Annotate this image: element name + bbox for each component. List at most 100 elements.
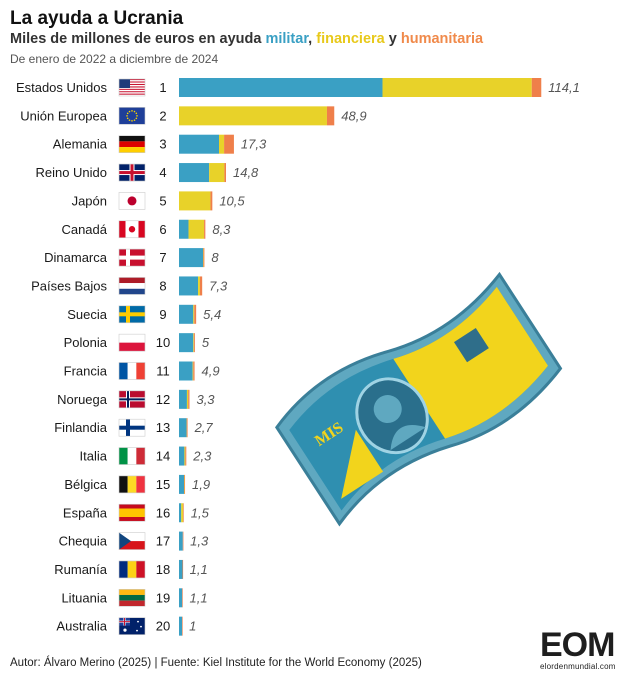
bar-segment-militar — [179, 474, 185, 494]
subtitle-comma: , — [308, 31, 313, 47]
lithuania-flag-icon — [118, 588, 146, 607]
subtitle-prefix: Miles de millones de euros en ayuda — [10, 31, 262, 47]
rank-label: 16 — [156, 505, 170, 520]
rank-label: 9 — [159, 307, 166, 322]
bar-segment-militar — [179, 559, 183, 579]
rank-label: 7 — [159, 250, 166, 265]
bar-segment-humanitaria — [326, 106, 335, 126]
rank-label: 17 — [156, 534, 170, 549]
aid-bar-chart: Estados Unidos 1 114,1 Unión Europea 2 48,9 Al… — [16, 78, 580, 636]
finland-flag-icon — [118, 418, 146, 437]
total-value-label: 8 — [211, 250, 219, 265]
country-label: Bélgica — [64, 477, 107, 492]
total-value-label: 114,1 — [548, 80, 580, 95]
country-label: Noruega — [57, 392, 108, 407]
total-value-label: 5 — [202, 335, 210, 350]
bar-segment-humanitaria — [210, 191, 213, 211]
total-value-label: 8,3 — [212, 222, 231, 237]
bar-segment-militar — [179, 446, 185, 466]
bar-segment-financiera — [186, 389, 189, 409]
bar-segment-financiera — [193, 333, 194, 353]
country-label: Finlandia — [54, 420, 108, 435]
total-value-label: 17,3 — [241, 137, 267, 152]
total-value-label: 2,3 — [192, 449, 212, 464]
bar-segment-humanitaria — [182, 616, 183, 636]
rank-label: 18 — [156, 562, 170, 577]
banknote-illustration: MIS — [275, 271, 563, 527]
bar-segment-militar — [179, 78, 383, 97]
total-value-label: 2,7 — [194, 420, 214, 435]
bar-segment-militar — [179, 418, 187, 438]
bar-segment-financiera — [209, 163, 225, 183]
bar-segment-militar — [179, 248, 204, 268]
country-label: Estados Unidos — [16, 80, 108, 95]
czechia-flag-icon — [118, 532, 146, 550]
country-label: España — [63, 505, 108, 520]
country-label: Polonia — [64, 335, 108, 350]
bar-segment-militar — [179, 503, 182, 523]
chart-subtitle: Miles de millones de euros en ayuda mili… — [10, 31, 483, 47]
total-value-label: 1,1 — [190, 562, 208, 577]
rank-label: 11 — [156, 364, 170, 379]
spain-flag-icon — [118, 503, 146, 522]
bar-segment-humanitaria — [203, 248, 205, 268]
bar-segment-humanitaria — [199, 276, 203, 296]
bar-segment-humanitaria — [185, 446, 187, 466]
country-label: Rumanía — [54, 562, 108, 577]
italy-flag-icon — [118, 447, 146, 465]
netherlands-flag-icon — [118, 277, 146, 295]
subtitle-humanitarian: humanitaria — [400, 31, 484, 47]
rank-label: 12 — [156, 392, 170, 407]
total-value-label: 48,9 — [341, 108, 366, 123]
date-range: De enero de 2022 a diciembre de 2024 — [10, 52, 219, 66]
country-label: Lituania — [61, 590, 107, 605]
poland-flag-icon — [118, 333, 146, 352]
bar-segment-financiera — [188, 219, 205, 239]
bar-segment-financiera — [184, 474, 185, 494]
country-label: Alemania — [53, 137, 108, 152]
total-value-label: 4,9 — [202, 364, 220, 379]
subtitle-military: militar — [265, 31, 309, 47]
bar-segment-humanitaria — [224, 163, 226, 183]
country-label: Dinamarca — [44, 250, 108, 265]
bar-segment-humanitaria — [184, 474, 186, 494]
rank-label: 10 — [156, 335, 170, 350]
subtitle-and: y — [388, 31, 397, 47]
rank-label: 8 — [159, 278, 166, 293]
total-value-label: 1,1 — [189, 590, 207, 605]
bar-segment-militar — [179, 531, 183, 551]
rank-label: 6 — [159, 222, 166, 237]
bar-segment-humanitaria — [193, 333, 195, 353]
bar-segment-militar — [179, 276, 199, 296]
bar-segment-financiera — [192, 361, 194, 381]
belgium-flag-icon — [118, 475, 146, 494]
japan-flag-icon — [118, 192, 146, 210]
bar-segment-militar — [179, 304, 194, 324]
eom-logo: EOM elordenmundial.com — [540, 628, 632, 674]
bar-segment-humanitaria — [188, 389, 190, 409]
bar-segment-militar — [179, 389, 187, 409]
bar-segment-militar — [179, 134, 220, 154]
logo-url: elordenmundial.com — [540, 662, 616, 671]
rank-label: 20 — [156, 619, 170, 634]
denmark-flag-icon — [118, 248, 146, 267]
footer-credit: Autor: Álvaro Merino (2025) | Fuente: Ki… — [10, 657, 422, 669]
rank-label: 3 — [159, 137, 166, 152]
page-title: La ayuda a Ucrania — [10, 8, 184, 29]
rank-label: 13 — [156, 420, 170, 435]
uk-flag-icon — [118, 163, 146, 182]
subtitle-financial: financiera — [316, 31, 385, 47]
bar-segment-militar — [179, 163, 210, 183]
total-value-label: 1 — [189, 619, 196, 634]
total-value-label: 3,3 — [196, 392, 215, 407]
bar-segment-financiera — [179, 191, 211, 211]
bar-segment-humanitaria — [182, 588, 183, 608]
bar-segment-financiera — [198, 276, 200, 296]
bar-segment-financiera — [184, 446, 186, 466]
rank-label: 19 — [156, 590, 170, 605]
france-flag-icon — [118, 362, 146, 380]
country-label: Australia — [56, 619, 107, 634]
country-label: Unión Europea — [20, 108, 107, 123]
bar-segment-humanitaria — [186, 418, 188, 438]
bar-segment-humanitaria — [182, 559, 184, 579]
